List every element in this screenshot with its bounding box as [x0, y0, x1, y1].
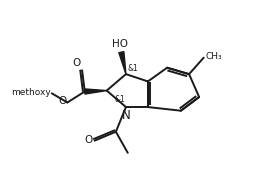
Text: &1: &1 — [115, 95, 126, 104]
Text: HO: HO — [112, 39, 128, 49]
Text: &1: &1 — [128, 64, 138, 73]
Text: O: O — [72, 58, 81, 68]
Text: methoxy: methoxy — [11, 88, 51, 97]
Text: O: O — [85, 135, 93, 145]
Text: O: O — [58, 96, 66, 106]
Text: CH₃: CH₃ — [206, 52, 222, 61]
Polygon shape — [119, 52, 126, 74]
Text: N: N — [122, 109, 130, 122]
Polygon shape — [85, 89, 107, 94]
